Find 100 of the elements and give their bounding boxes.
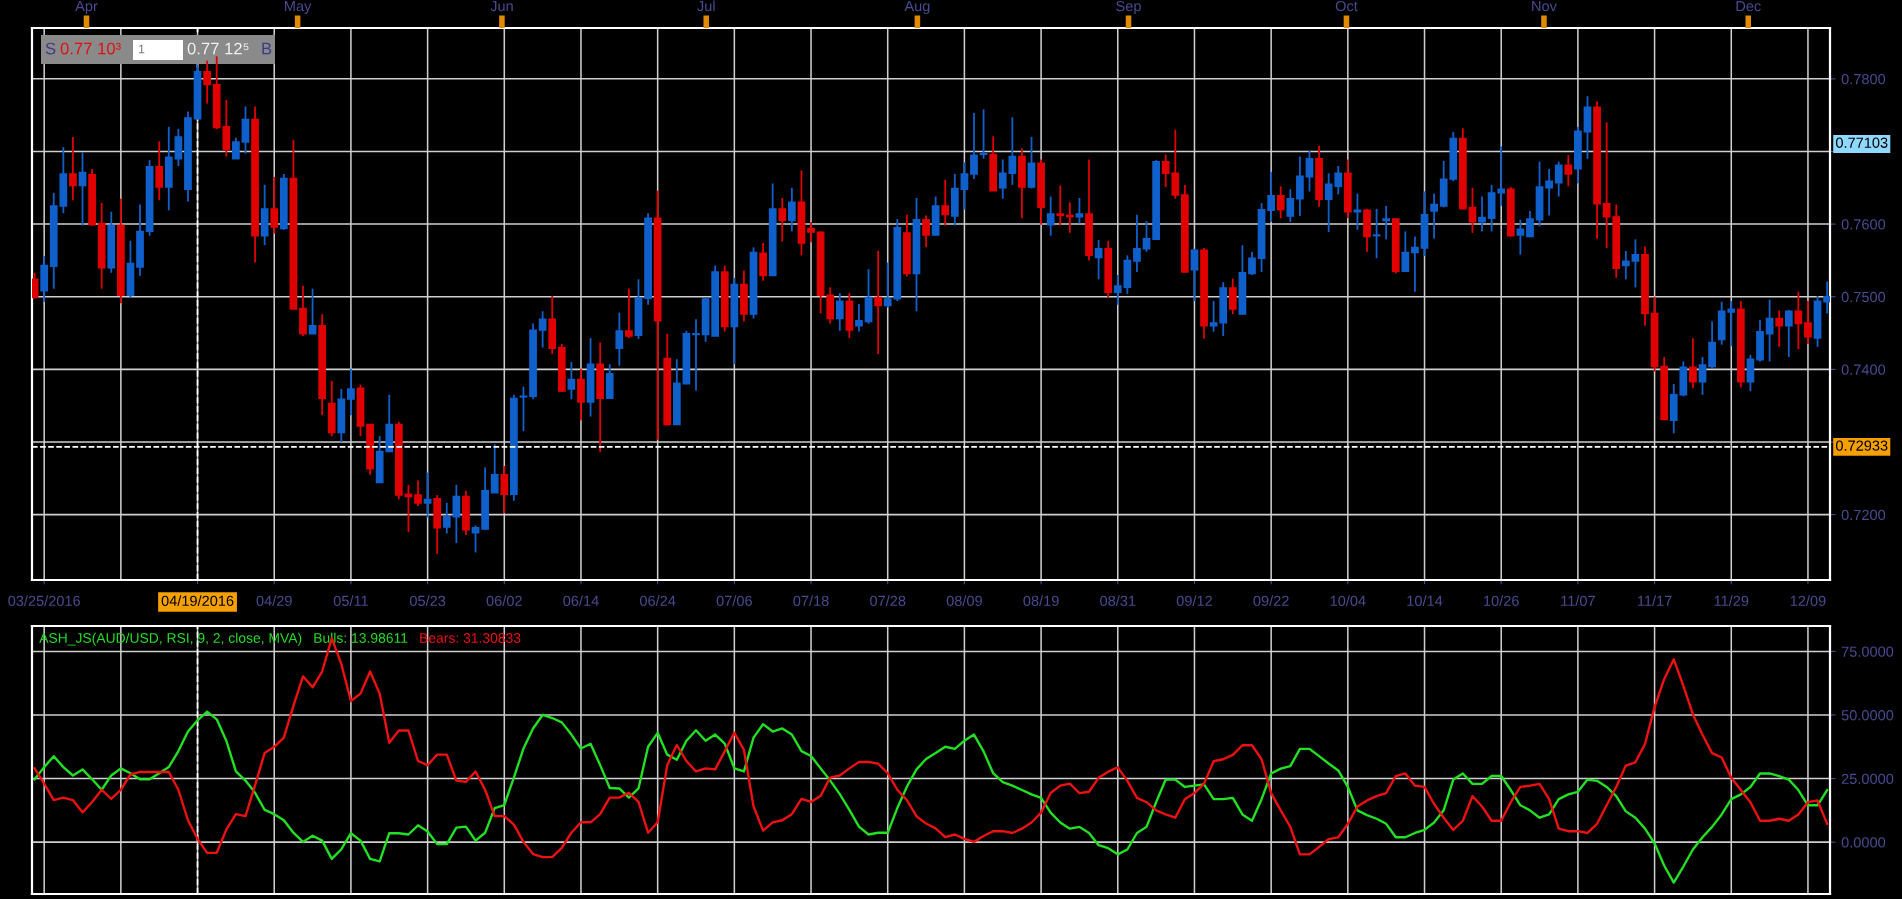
x-tick-label: 08/31	[1100, 595, 1136, 606]
candlestick	[1276, 185, 1285, 220]
candlestick	[1305, 149, 1314, 193]
candlestick	[1372, 207, 1381, 260]
x2-tick-label: Dec	[1736, 1, 1761, 12]
candlestick	[1631, 238, 1640, 289]
candlestick	[1113, 274, 1122, 306]
ref-line-label: 0.72933	[1835, 440, 1888, 451]
candlestick	[1708, 320, 1716, 369]
x-tick-label: 05/11	[333, 595, 368, 606]
candlestick	[1554, 160, 1563, 198]
candlestick	[1468, 186, 1477, 234]
x-tick-label: 04/19/2016	[161, 595, 234, 606]
candlestick	[759, 242, 767, 282]
candlestick	[452, 483, 461, 544]
candlestick	[500, 465, 509, 515]
x-tick-label: 06/14	[563, 595, 599, 606]
candlestick	[567, 361, 576, 401]
candlestick	[69, 136, 77, 202]
y-tick-label: 25.0000	[1841, 773, 1894, 784]
y-tick-label: 0.7800	[1841, 73, 1886, 85]
candlestick	[941, 178, 950, 227]
x2-tick-label: Jul	[697, 0, 715, 12]
candlestick	[922, 214, 930, 249]
candlestick	[1545, 168, 1553, 217]
candlestick	[970, 112, 978, 180]
x2-tick-label: Nov	[1532, 1, 1557, 12]
y-tick-label: 0.0000	[1841, 837, 1886, 848]
y-tick-label: 0.7600	[1841, 219, 1886, 230]
line-series	[33, 710, 1829, 884]
x2-tick-label: Sep	[1116, 0, 1141, 15]
y-tick-label: 0.7400	[1841, 364, 1886, 375]
candlestick	[1094, 239, 1103, 281]
candlestick	[1621, 250, 1630, 281]
candlestick	[308, 287, 317, 335]
candlestick	[874, 250, 882, 356]
candlestick	[490, 443, 499, 494]
candlestick	[1430, 192, 1438, 240]
candlestick	[826, 286, 835, 325]
candlestick	[1784, 308, 1793, 358]
x-tick-label: 10/14	[1407, 595, 1443, 606]
candlestick	[979, 108, 988, 160]
x2-tick-label: Oct	[1335, 0, 1358, 12]
candlestick	[538, 310, 547, 349]
candlestick	[232, 136, 240, 160]
x-tick-label: 10/04	[1330, 595, 1366, 606]
x-tick-label: 08/09	[946, 595, 982, 606]
candlestick	[625, 287, 633, 340]
x-tick-label: 06/02	[486, 595, 522, 606]
annotation: B	[262, 42, 272, 55]
candlestick	[788, 186, 796, 233]
annotation: S	[45, 42, 56, 55]
candlestick	[1046, 195, 1055, 237]
candlestick	[32, 271, 39, 300]
candlestick	[1382, 205, 1391, 241]
annotation: 1	[138, 44, 145, 54]
candlestick	[1133, 213, 1141, 273]
candlestick	[1267, 170, 1276, 223]
candlestick	[1411, 235, 1419, 293]
text: Bulls: 13.98611	[314, 632, 408, 643]
candlestick	[778, 197, 787, 243]
candlestick	[1775, 309, 1784, 348]
x2-tick-label: Aug	[904, 1, 930, 15]
x-tick-label: 09/22	[1253, 595, 1289, 606]
candlestick	[1804, 300, 1812, 345]
candlestick	[1689, 337, 1697, 390]
x2-tick-label: Apr	[75, 1, 98, 15]
candlestick	[1056, 184, 1065, 227]
candlestick	[1478, 195, 1486, 233]
candlestick	[1497, 145, 1506, 207]
candlestick	[577, 367, 585, 422]
candlestick	[347, 367, 355, 417]
candlestick	[835, 292, 844, 332]
candlestick	[174, 128, 183, 167]
candlestick	[414, 479, 422, 507]
y-tick-label: 50.0000	[1841, 710, 1894, 721]
candlestick	[1564, 154, 1573, 188]
annotation: 0.77 12⁵	[187, 42, 249, 55]
x-tick-label: 07/28	[870, 595, 906, 606]
candlestick	[615, 311, 624, 367]
candlestick	[1516, 218, 1525, 256]
candlestick	[1228, 277, 1237, 316]
candlestick	[1027, 136, 1036, 190]
candlestick	[855, 303, 863, 333]
candlestick	[203, 59, 211, 105]
candlestick	[423, 471, 432, 519]
x-tick-label: 07/06	[716, 595, 752, 606]
candlestick	[1401, 230, 1410, 273]
x-tick-label: 12/09	[1790, 595, 1826, 606]
text: 0.77103	[1835, 137, 1888, 148]
candlestick	[864, 268, 873, 325]
x2-tick-label: Jun	[490, 1, 513, 12]
candlestick	[1296, 155, 1304, 218]
candlestick	[1075, 197, 1084, 225]
y-tick-label: 75.0000	[1841, 646, 1894, 657]
candlestick	[241, 105, 250, 155]
candlestick	[1286, 188, 1295, 223]
x-tick-label: 07/18	[793, 595, 829, 606]
x-tick-label: 08/19	[1023, 595, 1059, 606]
x-tick-label: 11/07	[1561, 595, 1595, 606]
